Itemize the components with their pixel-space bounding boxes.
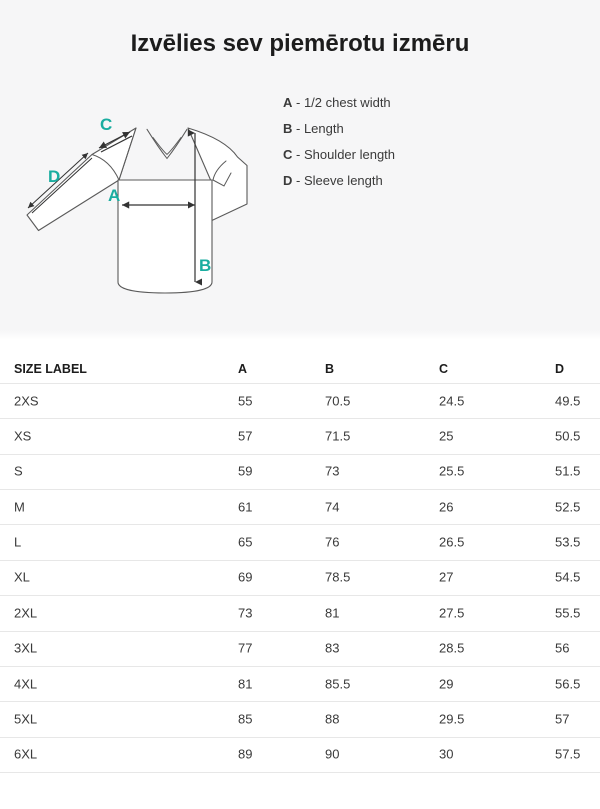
svg-text:C: C <box>100 115 112 134</box>
svg-text:B: B <box>199 256 211 275</box>
svg-text:A: A <box>108 186 120 205</box>
svg-text:D: D <box>48 167 60 186</box>
